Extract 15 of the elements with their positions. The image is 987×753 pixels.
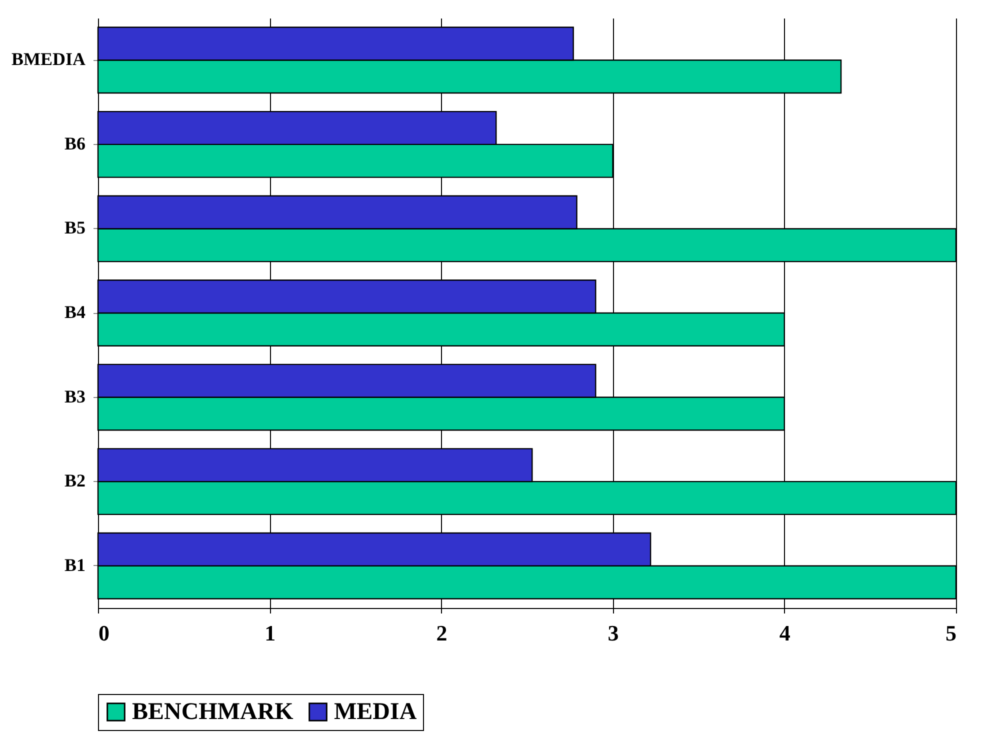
x-tick-label: 1 [264,620,276,646]
y-tick-label: B2 [64,470,86,491]
y-tick-label: B1 [64,554,86,575]
x-tick-label: 2 [436,620,448,646]
y-tick-label: B5 [64,218,86,238]
y-tick-label: B4 [64,302,86,322]
y-tick-label: B3 [64,386,86,406]
y-tick-label: B6 [64,133,86,154]
x-tick-label: 0 [98,620,110,646]
y-tick-label: BMEDIA [11,49,86,70]
x-tick-label: 4 [779,620,790,646]
x-tick-label: 3 [608,620,619,646]
legend-label: MEDIA [334,699,418,725]
x-tick-label: 5 [946,620,956,646]
legend-label: BENCHMARK [132,699,294,725]
